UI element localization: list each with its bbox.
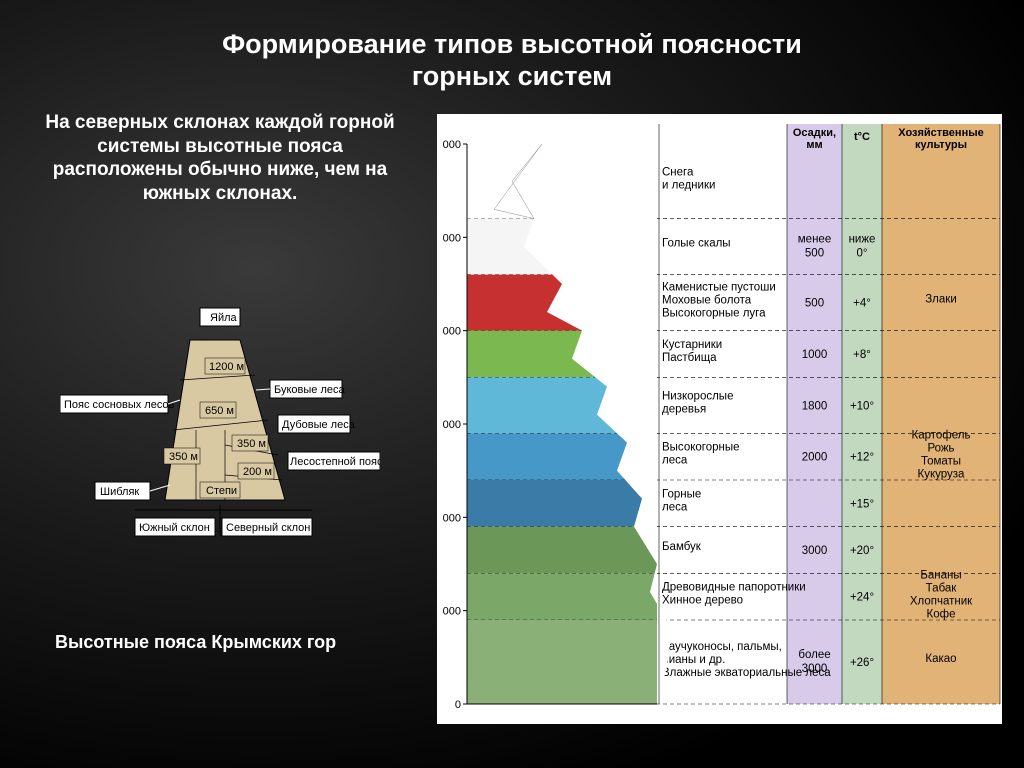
- svg-text:Томаты: Томаты: [921, 456, 961, 468]
- svg-text:500: 500: [805, 248, 824, 260]
- svg-text:Древовидные папоротники: Древовидные папоротники: [662, 582, 806, 594]
- svg-text:350 м: 350 м: [169, 451, 198, 463]
- svg-text:+8°: +8°: [853, 349, 871, 361]
- svg-text:Буковые леса: Буковые леса: [274, 384, 345, 396]
- svg-text:3000: 3000: [802, 663, 828, 675]
- svg-text:0: 0: [455, 699, 461, 711]
- svg-text:леса: леса: [662, 455, 688, 467]
- svg-text:200 м: 200 м: [243, 466, 272, 478]
- svg-text:3000: 3000: [802, 545, 828, 557]
- svg-text:0°: 0°: [857, 248, 868, 260]
- svg-text:ниже: ниже: [849, 234, 876, 246]
- title-line2: горных систем: [40, 60, 984, 92]
- svg-text:более: более: [798, 649, 830, 661]
- svg-text:1000: 1000: [802, 349, 828, 361]
- svg-text:мм: мм: [806, 139, 822, 151]
- svg-text:+12°: +12°: [850, 452, 874, 464]
- svg-text:Дубовые леса: Дубовые леса: [282, 419, 356, 431]
- svg-text:000: 000: [443, 606, 461, 618]
- subtitle-text: На северных склонах каждой горной систем…: [30, 111, 410, 206]
- svg-text:Снега: Снега: [662, 166, 694, 178]
- svg-text:Картофель: Картофель: [912, 430, 971, 442]
- left-caption: Высотные пояса Крымских гор: [55, 632, 336, 653]
- svg-text:Рожь: Рожь: [927, 443, 954, 455]
- svg-text:Хлопчатник: Хлопчатник: [910, 596, 973, 608]
- svg-text:Высокогорные луга: Высокогорные луга: [662, 308, 766, 320]
- title-line1: Формирование типов высотной поясности: [40, 28, 984, 60]
- svg-text:+24°: +24°: [850, 592, 874, 604]
- svg-text:500: 500: [805, 298, 824, 310]
- svg-text:Лесостепной пояс: Лесостепной пояс: [290, 456, 380, 468]
- svg-text:t°C: t°C: [854, 131, 870, 143]
- svg-text:Каучуконосы, пальмы,: Каучуконосы, пальмы,: [662, 641, 782, 653]
- svg-text:Высокогорные: Высокогорные: [662, 442, 740, 454]
- svg-text:Степи: Степи: [206, 485, 237, 497]
- svg-text:Какао: Какао: [925, 653, 956, 665]
- svg-text:Кофе: Кофе: [927, 609, 956, 621]
- svg-text:менее: менее: [798, 234, 831, 246]
- svg-text:Злаки: Злаки: [925, 294, 957, 306]
- svg-text:Кукуруза: Кукуруза: [918, 469, 966, 481]
- svg-text:000: 000: [443, 326, 461, 338]
- page-title: Формирование типов высотной поясности го…: [0, 0, 1024, 111]
- svg-text:леса: леса: [662, 501, 688, 513]
- svg-text:Осадки,: Осадки,: [793, 127, 836, 139]
- svg-text:650 м: 650 м: [205, 405, 234, 417]
- svg-text:Хозяйственные: Хозяйственные: [898, 127, 983, 139]
- svg-text:Горные: Горные: [662, 488, 701, 500]
- svg-text:лианы и др.: лианы и др.: [662, 654, 725, 666]
- svg-text:Пастбища: Пастбища: [662, 352, 717, 364]
- svg-text:000: 000: [443, 232, 461, 244]
- svg-text:Яйла: Яйла: [210, 312, 238, 324]
- svg-text:Южный склон: Южный склон: [139, 522, 210, 534]
- svg-text:Бамбук: Бамбук: [662, 541, 702, 553]
- svg-text:деревья: деревья: [662, 403, 706, 415]
- svg-text:000: 000: [443, 419, 461, 431]
- svg-text:Пояс сосновых лесов: Пояс сосновых лесов: [64, 399, 175, 411]
- svg-text:Шибляк: Шибляк: [100, 486, 139, 498]
- svg-text:культуры: культуры: [915, 139, 967, 151]
- svg-text:+4°: +4°: [853, 298, 871, 310]
- svg-text:Моховые болота: Моховые болота: [662, 295, 752, 307]
- altitudinal-zones-chart: Снегаи ледники Голые скалы менее 500 ниже 0° К…: [437, 114, 1002, 724]
- crimea-diagram: 1200 м 650 м 350 м 350 м 200 м Степи Яйл…: [60, 300, 380, 600]
- svg-text:000: 000: [443, 139, 461, 151]
- svg-text:Северный склон: Северный склон: [226, 522, 310, 534]
- svg-text:Хинное дерево: Хинное дерево: [662, 595, 743, 607]
- svg-text:и ледники: и ледники: [662, 179, 715, 191]
- svg-text:2000: 2000: [802, 452, 828, 464]
- svg-text:+15°: +15°: [850, 498, 874, 510]
- svg-text:+10°: +10°: [850, 400, 874, 412]
- svg-text:Бананы: Бананы: [920, 570, 961, 582]
- svg-text:350 м: 350 м: [237, 438, 266, 450]
- svg-text:1200 м: 1200 м: [209, 361, 244, 373]
- svg-text:Каменистые пустоши: Каменистые пустоши: [662, 282, 776, 294]
- svg-text:Низкорослые: Низкорослые: [662, 390, 733, 402]
- svg-text:Голые скалы: Голые скалы: [662, 238, 731, 250]
- svg-text:+20°: +20°: [850, 545, 874, 557]
- svg-text:Кустарники: Кустарники: [662, 339, 722, 351]
- svg-text:000: 000: [443, 512, 461, 524]
- svg-text:1800: 1800: [802, 400, 828, 412]
- svg-text:+26°: +26°: [850, 657, 874, 669]
- svg-text:Табак: Табак: [926, 583, 958, 595]
